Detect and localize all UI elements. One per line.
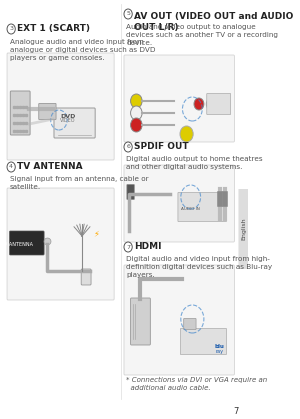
Text: 7: 7 (233, 406, 239, 416)
Text: 4: 4 (9, 165, 13, 170)
Text: * Connections via DVI or VGA require an
  additional audio cable.: * Connections via DVI or VGA require an … (127, 377, 268, 391)
FancyBboxPatch shape (238, 189, 248, 269)
Circle shape (130, 118, 142, 132)
Text: DVD: DVD (60, 114, 76, 119)
Text: 7: 7 (126, 245, 130, 249)
Text: 5: 5 (126, 11, 130, 16)
FancyBboxPatch shape (10, 231, 44, 255)
Text: TV ANTENNA: TV ANTENNA (1, 241, 33, 246)
Text: Signal input from an antenna, cable or
satellite.: Signal input from an antenna, cable or s… (10, 176, 148, 190)
Text: English: English (241, 218, 246, 241)
Text: VIDEO: VIDEO (60, 119, 76, 124)
FancyBboxPatch shape (124, 265, 234, 375)
Circle shape (124, 242, 132, 252)
Circle shape (124, 142, 132, 152)
FancyBboxPatch shape (178, 192, 226, 222)
FancyBboxPatch shape (39, 103, 56, 119)
Text: ray: ray (215, 349, 223, 354)
Text: AUDIO IN: AUDIO IN (181, 207, 200, 211)
Text: blu: blu (214, 344, 224, 349)
Text: Audio and video output to analogue
devices such as another TV or a recording
dev: Audio and video output to analogue devic… (127, 24, 278, 46)
FancyBboxPatch shape (7, 53, 114, 160)
Text: Digital audio output to home theatres
and other digital audio systems.: Digital audio output to home theatres an… (127, 156, 263, 170)
Circle shape (7, 24, 15, 34)
Text: Digital audio and video input from high-
definition digital devices such as Blu-: Digital audio and video input from high-… (127, 256, 273, 278)
FancyBboxPatch shape (7, 188, 114, 300)
Circle shape (130, 94, 142, 108)
Text: 3: 3 (9, 26, 13, 31)
Text: TV ANTENNA: TV ANTENNA (17, 162, 82, 171)
Circle shape (180, 126, 193, 142)
FancyBboxPatch shape (184, 318, 196, 329)
Text: EXT 1 (SCART): EXT 1 (SCART) (17, 24, 90, 33)
FancyBboxPatch shape (180, 328, 226, 354)
Circle shape (194, 98, 204, 110)
Text: 6: 6 (126, 145, 130, 150)
Text: AV OUT (VIDEO OUT and AUDIO
OUT L/R): AV OUT (VIDEO OUT and AUDIO OUT L/R) (134, 12, 293, 32)
Circle shape (124, 9, 132, 19)
Text: ⚡: ⚡ (93, 230, 99, 238)
FancyBboxPatch shape (124, 55, 234, 142)
FancyBboxPatch shape (54, 108, 95, 138)
FancyBboxPatch shape (124, 165, 234, 242)
Circle shape (206, 98, 216, 110)
Text: HDMI: HDMI (134, 242, 161, 251)
FancyBboxPatch shape (127, 184, 134, 199)
FancyBboxPatch shape (10, 91, 30, 135)
FancyBboxPatch shape (130, 298, 150, 345)
Circle shape (7, 162, 15, 172)
FancyBboxPatch shape (207, 93, 231, 114)
Circle shape (130, 106, 142, 120)
FancyBboxPatch shape (81, 269, 91, 285)
Text: Analogue audio and video input from
analogue or digital devices such as DVD
play: Analogue audio and video input from anal… (10, 39, 155, 61)
Text: SPDIF OUT: SPDIF OUT (134, 142, 188, 151)
